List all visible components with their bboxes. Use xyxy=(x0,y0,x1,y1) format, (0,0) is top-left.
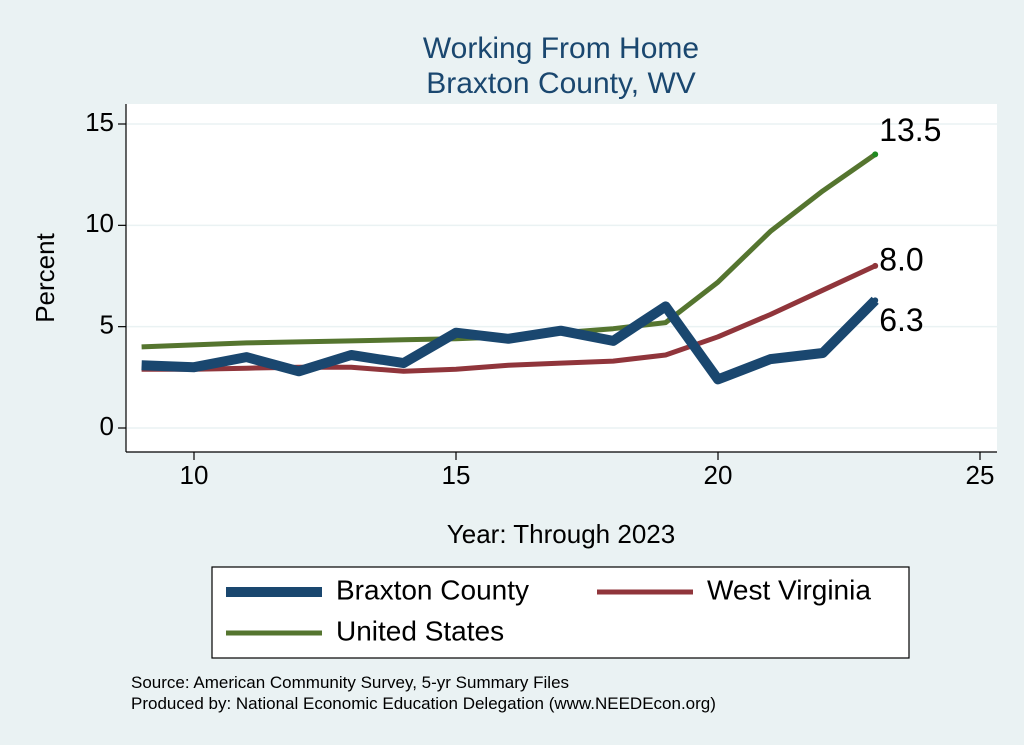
legend-label-0: Braxton County xyxy=(336,574,529,605)
series-line-0 xyxy=(141,296,879,385)
y-tick-label: 15 xyxy=(85,107,114,137)
x-axis-title: Year: Through 2023 xyxy=(447,519,675,549)
legend-label-2: United States xyxy=(336,615,504,646)
x-tick-label: 15 xyxy=(442,460,471,490)
series-layer xyxy=(141,151,879,385)
legend: Braxton County West Virginia United States xyxy=(226,574,871,646)
chart-subtitle: Braxton County, WV xyxy=(426,67,696,100)
plot-area xyxy=(126,104,997,452)
series-line-1 xyxy=(141,263,877,374)
y-tick-label: 5 xyxy=(100,310,114,340)
end-labels: 6.3 8.0 13.5 xyxy=(879,112,941,338)
x-tick-label: 10 xyxy=(180,460,209,490)
y-tick-label: 0 xyxy=(100,411,114,441)
end-value-label-2: 13.5 xyxy=(879,112,941,148)
legend-box xyxy=(211,566,910,659)
chart-title: Working From Home xyxy=(423,32,699,65)
x-tick-label: 20 xyxy=(704,460,733,490)
series-end-marker-0 xyxy=(872,297,879,304)
y-tick-label: 10 xyxy=(85,208,114,238)
axes: 0 5 10 15 10 15 20 25 xyxy=(85,104,997,490)
y-axis-title: Percent xyxy=(30,232,60,322)
source-note: Source: American Community Survey, 5-yr … xyxy=(131,673,569,692)
end-value-label-1: 8.0 xyxy=(879,241,923,277)
series-end-marker-1 xyxy=(872,262,879,269)
end-value-label-0: 6.3 xyxy=(879,302,923,338)
series-end-marker-2 xyxy=(872,151,879,158)
producer-note: Produced by: National Economic Education… xyxy=(131,694,716,713)
legend-label-1: West Virginia xyxy=(707,574,871,605)
x-tick-label: 25 xyxy=(966,460,995,490)
